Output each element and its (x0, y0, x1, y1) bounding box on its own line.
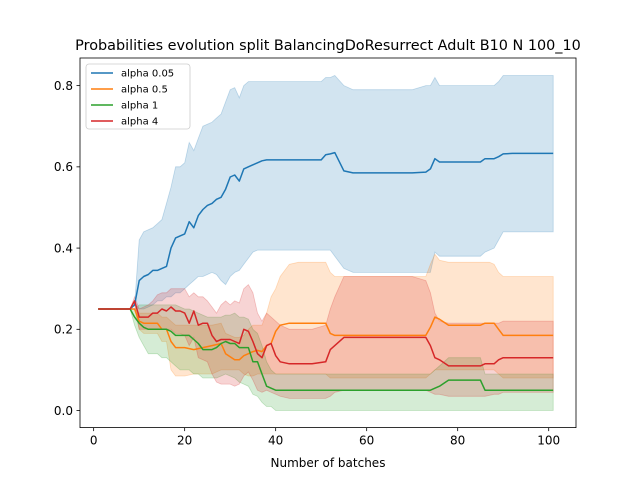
x-tick-label: 40 (268, 434, 283, 448)
line-series-2 (98, 308, 554, 391)
y-tick-label: 0.8 (54, 79, 73, 93)
chart-legend: alpha 0.05 alpha 0.5 alpha 1 alpha 4 (85, 63, 191, 130)
x-tick-label: 0 (90, 434, 98, 448)
legend-label: alpha 4 (121, 117, 158, 128)
chart-title: Probabilities evolution split BalancingD… (75, 38, 581, 54)
y-tick-label: 0.4 (54, 241, 73, 255)
series-lines (98, 151, 554, 391)
legend-label: alpha 0.5 (121, 85, 168, 96)
band-series-1 (98, 253, 554, 379)
legend-label: alpha 1 (121, 101, 158, 112)
x-tick-label: 80 (450, 434, 465, 448)
band-series-3 (98, 276, 554, 399)
x-axis-label: Number of batches (271, 456, 386, 470)
line-series-0 (98, 151, 554, 310)
confidence-bands (98, 75, 554, 411)
legend-box (85, 63, 191, 130)
line-series-3 (98, 300, 554, 367)
band-series-2 (98, 304, 554, 411)
x-tick-label: 100 (537, 434, 560, 448)
x-tick-label: 20 (177, 434, 192, 448)
x-axis-ticks: 0 20 40 60 80 100 (90, 427, 560, 448)
legend-label: alpha 0.05 (121, 69, 174, 80)
y-tick-label: 0.6 (54, 160, 73, 174)
x-tick-label: 60 (359, 434, 374, 448)
y-tick-label: 0.2 (54, 323, 73, 337)
plot-area-frame (79, 57, 577, 429)
y-axis-ticks: 0.0 0.2 0.4 0.6 0.8 (54, 79, 80, 418)
line-series-1 (98, 308, 554, 361)
y-tick-label: 0.0 (54, 404, 73, 418)
